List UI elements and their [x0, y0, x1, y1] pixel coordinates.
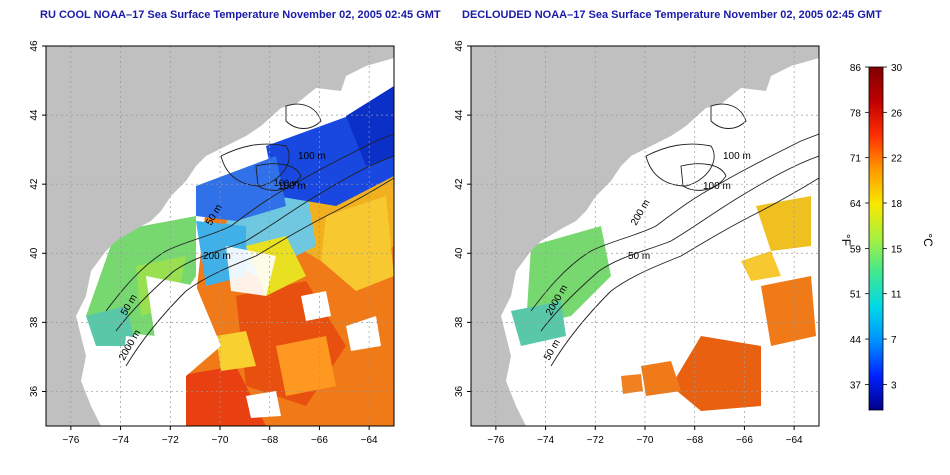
y-tick-label: 36 — [454, 385, 465, 397]
y-tick-label: 42 — [454, 178, 465, 190]
fahrenheit-tick: 51 — [850, 290, 862, 301]
colorbar-gradient — [868, 66, 884, 411]
x-tick-label: −64 — [786, 435, 803, 446]
celsius-tick: 3 — [891, 380, 897, 391]
x-tick-label: −74 — [112, 435, 129, 446]
fahrenheit-tick: 37 — [850, 380, 862, 391]
x-tick-label: −66 — [311, 435, 328, 446]
x-tick-label: −70 — [212, 435, 229, 446]
celsius-tick: 11 — [891, 290, 902, 301]
y-tick-label: 42 — [29, 178, 40, 190]
celsius-tick: 15 — [891, 244, 903, 255]
fahrenheit-tick: 59 — [850, 244, 862, 255]
x-tick-label: −76 — [487, 435, 504, 446]
fahrenheit-label: °F — [839, 234, 853, 246]
celsius-label: °C — [921, 233, 935, 247]
x-tick-label: −74 — [537, 435, 554, 446]
x-tick-label: −70 — [637, 435, 654, 446]
x-tick-label: −68 — [261, 435, 278, 446]
celsius-tick: 18 — [891, 199, 903, 210]
y-tick-label: 44 — [29, 109, 40, 121]
x-tick-label: −76 — [62, 435, 79, 446]
svg-text:100 m: 100 m — [274, 178, 299, 188]
y-tick-label: 40 — [454, 247, 465, 259]
x-tick-label: −72 — [162, 435, 179, 446]
celsius-tick: 7 — [891, 335, 897, 346]
x-tick-label: −66 — [736, 435, 753, 446]
raw-sst-map[interactable]: 100 m — [46, 46, 394, 426]
fahrenheit-tick: 44 — [850, 335, 862, 346]
y-tick-label: 36 — [29, 385, 40, 397]
declouded-map-title: DECLOUDED NOAA–17 Sea Surface Temperatur… — [462, 9, 882, 21]
x-tick-label: −64 — [361, 435, 378, 446]
x-tick-label: −68 — [686, 435, 703, 446]
x-tick-label: −72 — [587, 435, 604, 446]
y-tick-label: 46 — [454, 40, 465, 52]
temperature-colorbar: 86 78 71 64 59 51 44 37 30 26 22 18 15 11 7 3 °F °C — [812, 40, 950, 460]
celsius-tick: 30 — [891, 63, 903, 74]
celsius-tick: 22 — [891, 154, 903, 165]
y-tick-label: 46 — [29, 40, 40, 52]
y-tick-label: 38 — [454, 316, 465, 328]
fahrenheit-tick: 78 — [850, 108, 862, 119]
y-tick-label: 38 — [29, 316, 40, 328]
declouded-sst-map[interactable] — [471, 46, 819, 426]
fahrenheit-tick: 86 — [850, 63, 862, 74]
y-tick-label: 40 — [29, 247, 40, 259]
celsius-tick: 26 — [891, 108, 903, 119]
y-tick-label: 44 — [454, 109, 465, 121]
raw-map-title: RU COOL NOAA–17 Sea Surface Temperature … — [40, 9, 441, 21]
fahrenheit-tick: 71 — [850, 154, 862, 165]
fahrenheit-tick: 64 — [850, 199, 862, 210]
